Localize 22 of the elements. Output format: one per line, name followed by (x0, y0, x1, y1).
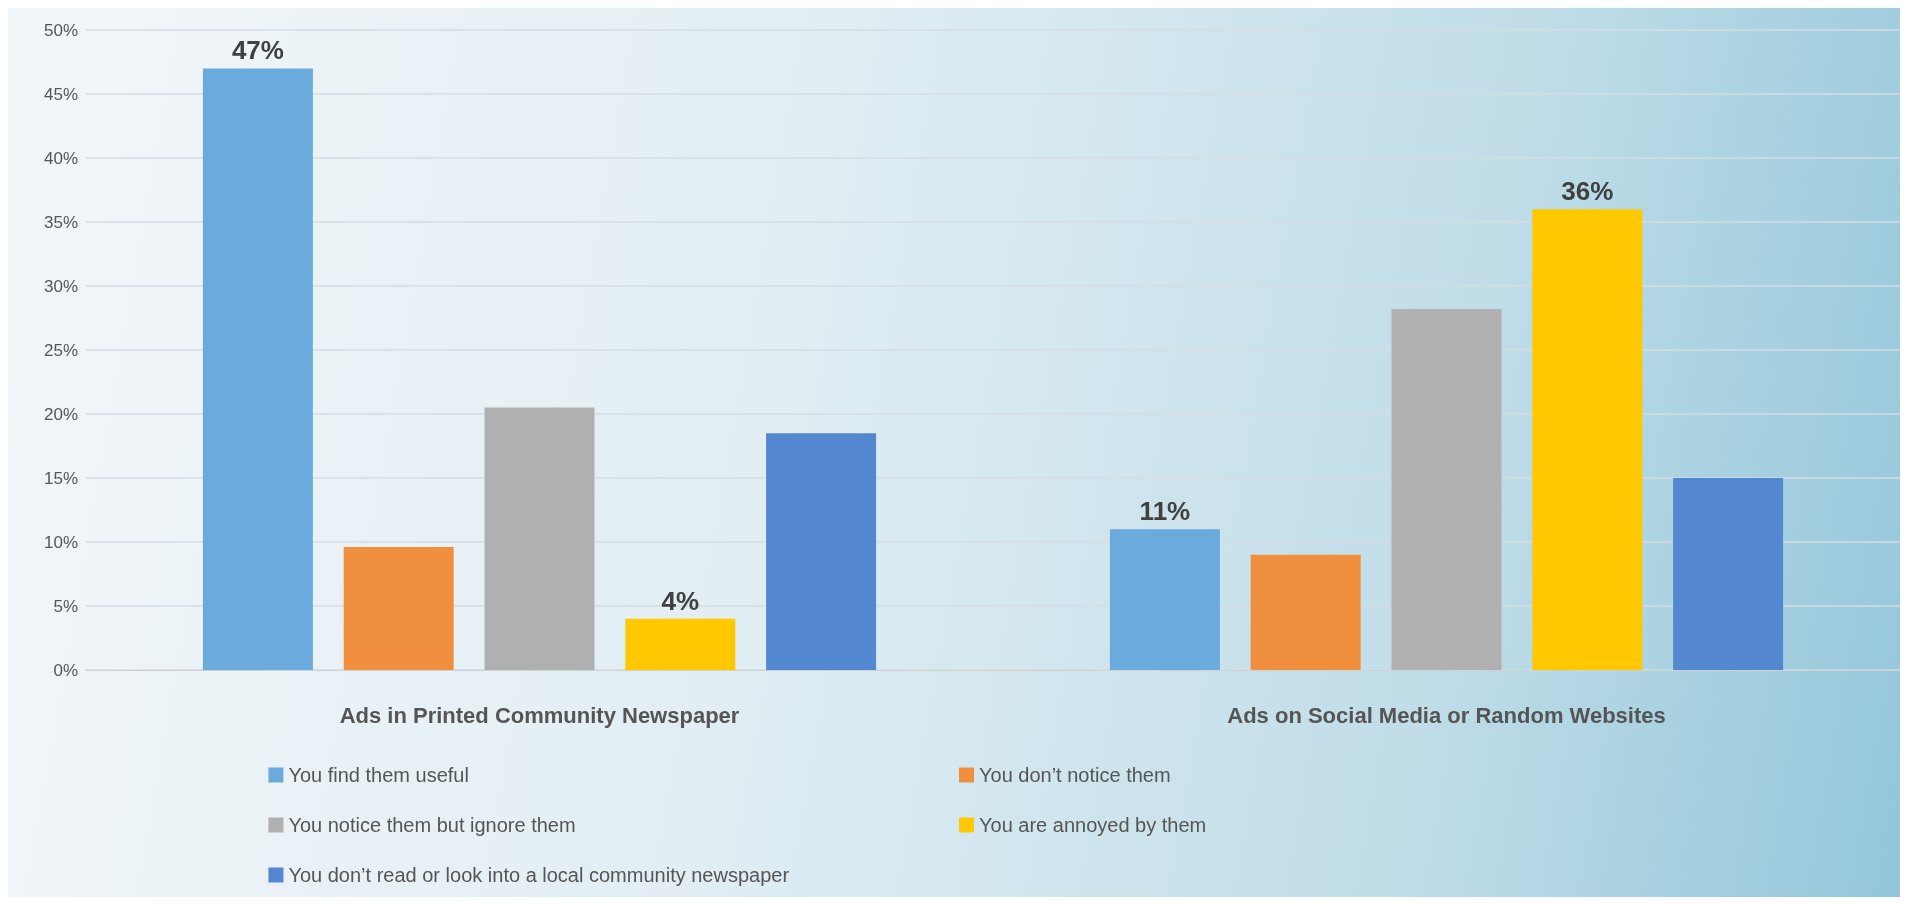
y-tick-label: 0% (53, 660, 78, 680)
x-tick-label: Ads on Social Media or Random Websites (1227, 702, 1666, 728)
y-tick-label: 35% (43, 212, 78, 232)
data-label: 36% (1561, 176, 1614, 207)
y-tick-label: 50% (43, 20, 78, 40)
legend-label: You notice them but ignore them (288, 814, 576, 836)
y-tick-label: 25% (43, 340, 78, 360)
data-label: 11% (1139, 496, 1191, 527)
y-tick-label: 10% (43, 532, 78, 552)
x-tick-label: Ads in Printed Community Newspaper (339, 702, 740, 728)
y-tick-label: 5% (53, 596, 78, 616)
legend-label: You don’t read or look into a local community newspaper (288, 864, 790, 886)
y-tick-label: 20% (43, 404, 78, 424)
y-tick-label: 45% (43, 84, 78, 104)
y-tick-label: 15% (43, 468, 78, 488)
legend-label: You are annoyed by them (979, 814, 1207, 836)
y-tick-label: 30% (43, 276, 78, 296)
data-label: 47% (231, 35, 284, 66)
legend-label: You find them useful (288, 764, 469, 786)
legend-label: You don’t notice them (979, 764, 1171, 786)
data-label: 4% (661, 585, 700, 616)
y-tick-label: 40% (43, 148, 78, 168)
